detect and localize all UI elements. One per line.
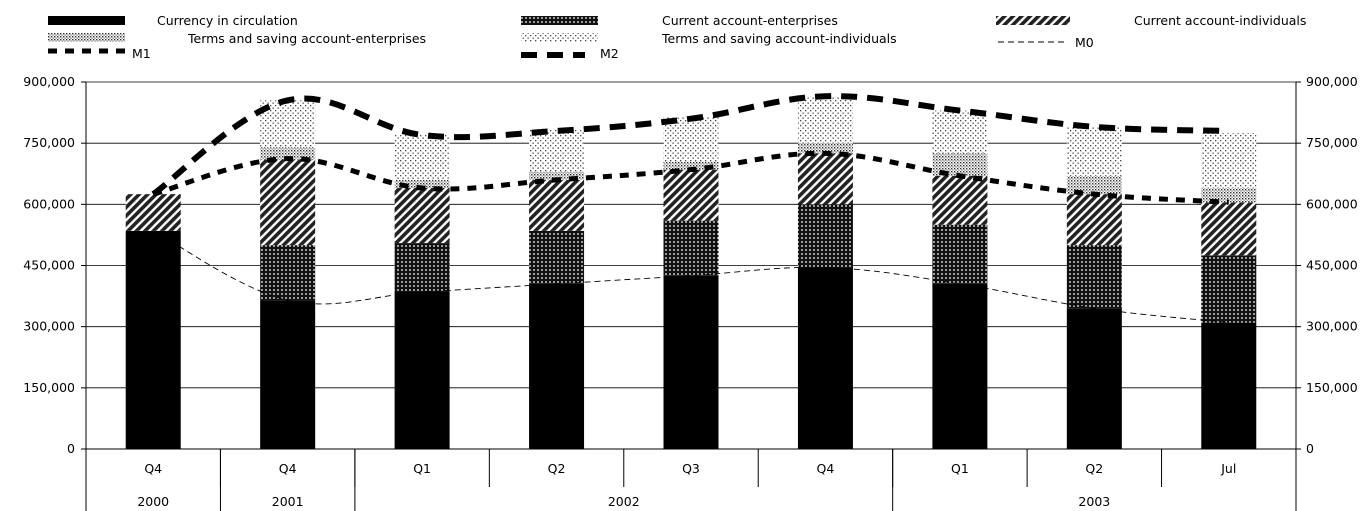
bar-segment-1 — [932, 283, 988, 449]
line-series-m2 — [151, 93, 1229, 197]
legend-swatch-2 — [521, 16, 598, 25]
legend: Currency in circulation Current account-e… — [48, 13, 1306, 61]
y-tick-label-right: 750,000 — [1306, 135, 1358, 150]
x-tick-label: Q4 — [279, 461, 297, 476]
bar-segment-1 — [125, 230, 181, 449]
bar-segment-5 — [1201, 132, 1257, 189]
bar-stacks — [125, 96, 1257, 449]
line-series-m1 — [152, 150, 1229, 205]
bar-segment-4 — [260, 147, 316, 160]
year-group-label: 2001 — [272, 494, 304, 509]
y-tick-label-right: 900,000 — [1306, 74, 1358, 89]
line-series-m0 — [153, 230, 1229, 324]
bar-segment-4 — [797, 143, 853, 154]
bar-segment-1 — [663, 275, 719, 449]
y-tick-label-left: 900,000 — [23, 74, 75, 89]
x-tick-label: Q2 — [548, 461, 566, 476]
year-group-label: 2000 — [137, 494, 169, 509]
bar-segment-5 — [663, 116, 719, 162]
bar-segment-4 — [663, 161, 719, 170]
money-lines — [151, 93, 1229, 324]
legend-label-m2: M2 — [600, 46, 619, 61]
bar-segment-3 — [1066, 194, 1122, 246]
y-tick-label-left: 0 — [67, 441, 75, 456]
bar-segment-3 — [663, 169, 719, 221]
bar-segment-3 — [932, 175, 988, 225]
bar-segment-2 — [797, 204, 853, 268]
bar-segment-2 — [260, 245, 316, 301]
bar-segment-2 — [529, 230, 585, 284]
bar-segment-3 — [260, 159, 316, 246]
bar-segment-2 — [663, 220, 719, 276]
y-tick-label-right: 600,000 — [1306, 196, 1358, 211]
bar-segment-2 — [1066, 245, 1122, 309]
x-tick-label: Q3 — [682, 461, 700, 476]
bar-segment-3 — [125, 194, 181, 231]
y-tick-label-right: 0 — [1306, 441, 1314, 456]
bar-segment-1 — [394, 292, 450, 449]
x-tick-label: Q2 — [1085, 461, 1103, 476]
bar-segment-1 — [797, 267, 853, 449]
bar-segment-1 — [1201, 322, 1257, 449]
legend-label-4: Terms and saving account-enterprises — [187, 31, 426, 46]
legend-swatch-5 — [521, 33, 598, 42]
x-tick-label: Q1 — [413, 461, 431, 476]
bar-segment-2 — [932, 224, 988, 284]
bar-segment-1 — [260, 300, 316, 449]
y-tick-label-right: 450,000 — [1306, 258, 1358, 273]
bar-segment-5 — [529, 128, 585, 172]
y-tick-label-left: 750,000 — [23, 135, 75, 150]
bar-segment-2 — [394, 243, 450, 293]
legend-label-m0: M0 — [1075, 35, 1094, 50]
axes: 0 0 150,000 150,000 300,000 300,000 450,000 450… — [23, 74, 1358, 511]
legend-label-2: Current account-enterprises — [662, 13, 838, 28]
y-tick-label-right: 150,000 — [1306, 380, 1358, 395]
bar-segment-5 — [1066, 126, 1122, 176]
x-tick-label: Jul — [1220, 461, 1236, 476]
bar-segment-5 — [797, 96, 853, 144]
bar-segment-4 — [1066, 175, 1122, 195]
y-tick-label-left: 450,000 — [23, 258, 75, 273]
legend-label-m1: M1 — [132, 46, 151, 61]
year-group-label: 2002 — [608, 494, 640, 509]
bar-segment-1 — [1066, 308, 1122, 449]
y-tick-label-right: 300,000 — [1306, 319, 1358, 334]
y-tick-label-left: 600,000 — [23, 196, 75, 211]
bar-segment-4 — [529, 171, 585, 180]
legend-label-5: Terms and saving account-individuals — [661, 31, 897, 46]
bar-segment-4 — [1201, 188, 1257, 203]
x-tick-label: Q4 — [144, 461, 162, 476]
y-tick-label-left: 150,000 — [23, 380, 75, 395]
bar-segment-5 — [932, 110, 988, 154]
x-tick-label: Q1 — [951, 461, 969, 476]
bar-segment-2 — [1201, 255, 1257, 323]
legend-label-1: Currency in circulation — [157, 13, 298, 28]
bar-segment-3 — [1201, 202, 1257, 256]
bar-segment-4 — [932, 153, 988, 176]
bar-segment-3 — [797, 153, 853, 205]
bar-segment-1 — [529, 283, 585, 449]
legend-swatch-3 — [996, 16, 1070, 25]
y-tick-label-left: 300,000 — [23, 319, 75, 334]
legend-swatch-1 — [48, 16, 125, 25]
bar-segment-3 — [394, 188, 450, 244]
bar-segment-3 — [529, 179, 585, 231]
bar-segment-4 — [394, 179, 450, 189]
year-group-label: 2003 — [1078, 494, 1110, 509]
legend-swatch-4 — [48, 33, 125, 42]
bar-segment-5 — [394, 135, 450, 180]
legend-label-3: Current account-individuals — [1134, 13, 1306, 28]
x-tick-label: Q4 — [817, 461, 835, 476]
